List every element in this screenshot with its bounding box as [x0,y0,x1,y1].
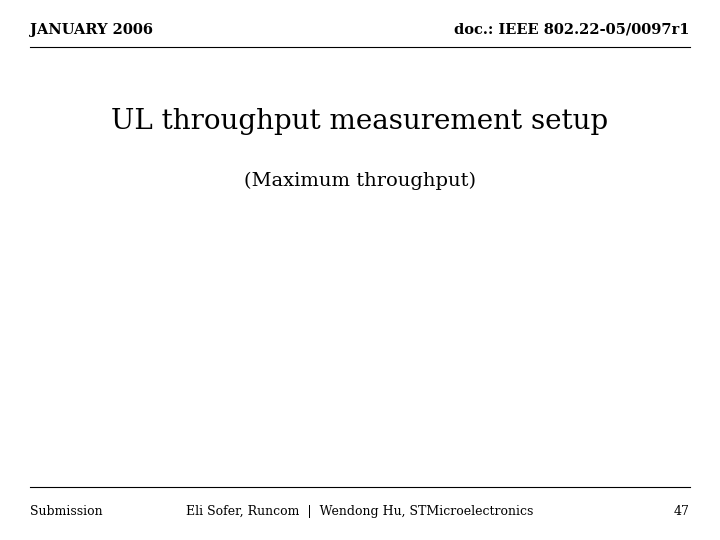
Text: doc.: IEEE 802.22-05/0097r1: doc.: IEEE 802.22-05/0097r1 [454,23,690,37]
Text: JANUARY 2006: JANUARY 2006 [30,23,153,37]
Text: Submission: Submission [30,505,103,518]
Text: (Maximum throughput): (Maximum throughput) [244,172,476,190]
Text: 47: 47 [674,505,690,518]
Text: UL throughput measurement setup: UL throughput measurement setup [112,108,608,135]
Text: Eli Sofer, Runcom  |  Wendong Hu, STMicroelectronics: Eli Sofer, Runcom | Wendong Hu, STMicroe… [186,505,534,518]
